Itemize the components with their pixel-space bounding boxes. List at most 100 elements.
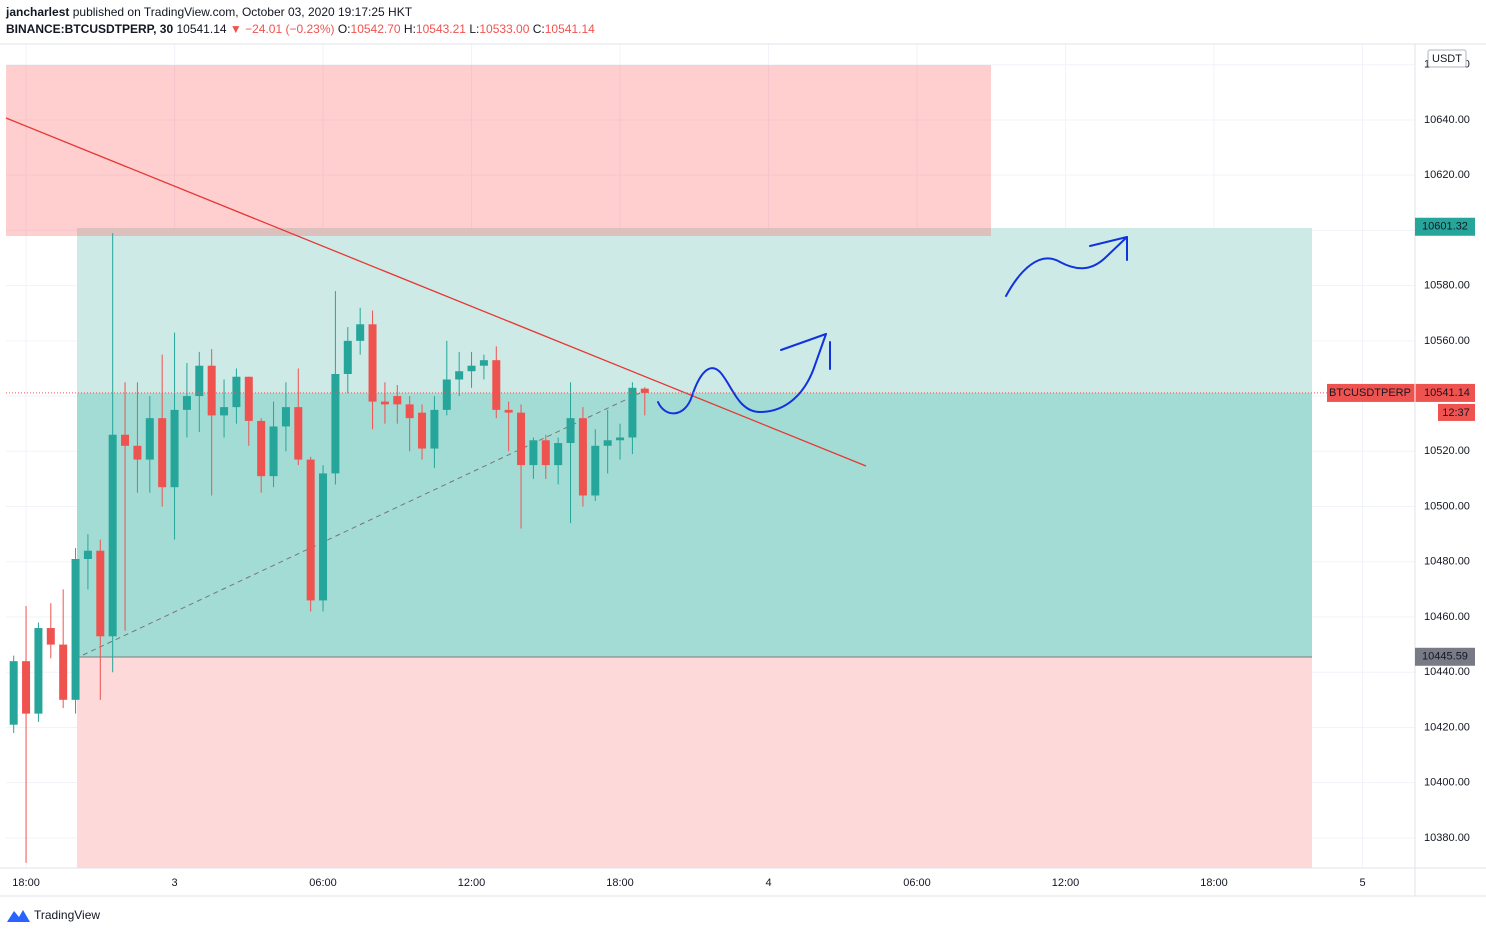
x-tick-label: 18:00 — [606, 877, 634, 889]
candle-body — [269, 426, 278, 477]
candle-body — [232, 376, 241, 408]
candle-body — [554, 443, 563, 466]
candle-body — [158, 418, 167, 488]
last-price-box — [1327, 383, 1475, 402]
stop-zone — [77, 657, 1312, 868]
labels: 18:00 3 06:00 12:00 18:00 4 06:00 12:00 18:00 5 10… — [6, 59, 1475, 889]
symbol: BINANCE:BTCUSDTPERP, 30 — [6, 22, 174, 36]
countdown: 12:37 — [1442, 407, 1470, 419]
target-price: 10601.32 — [1422, 221, 1468, 233]
candle-body — [368, 324, 377, 402]
last-price-symbol: BTCUSDTPERP — [1329, 387, 1411, 399]
candle-body — [207, 365, 216, 416]
candle-body — [9, 661, 18, 725]
candle-body — [83, 550, 92, 559]
candle-body — [504, 409, 513, 413]
sketch-path — [657, 333, 827, 415]
y-tick-label: 10620.00 — [1424, 169, 1470, 181]
y-tick-label: 10580.00 — [1424, 280, 1470, 292]
candle-body — [306, 459, 315, 601]
x-tick-label: 06:00 — [309, 877, 337, 889]
candle-body — [566, 418, 575, 444]
x-tick-label: 18:00 — [1200, 877, 1228, 889]
brand-logo: TradingView — [7, 908, 100, 922]
candle-body — [319, 473, 328, 601]
currency-box — [1427, 49, 1467, 68]
x-tick-label: 18:00 — [12, 877, 40, 889]
x-tick-label: 4 — [765, 877, 771, 889]
ohlc-h-label: H: — [403, 22, 416, 36]
published: published on TradingView.com, October 03… — [72, 5, 413, 19]
candle-body — [281, 407, 290, 427]
y-tick-label: 10520.00 — [1424, 445, 1470, 457]
change: ▼ −24.01 (−0.23%) — [229, 22, 335, 36]
candle-body — [418, 412, 427, 449]
stop-price: 10445.59 — [1422, 651, 1468, 663]
y-tick-label: 10380.00 — [1424, 832, 1470, 844]
candle-body — [442, 379, 451, 410]
candle-body — [578, 418, 587, 496]
y-tick-label: 10640.00 — [1424, 114, 1470, 126]
symbol-line: BINANCE:BTCUSDTPERP, 30 10541.14 ▼ −24.0… — [6, 22, 595, 36]
logo-icon — [7, 910, 30, 922]
ohlc-o-label: O: — [337, 22, 351, 36]
last: 10541.14 — [176, 22, 227, 36]
candle-body — [467, 365, 476, 372]
dashed-trend — [82, 392, 641, 656]
sketch-arrow — [780, 333, 827, 351]
target-price-box — [1415, 217, 1475, 236]
candle-body — [244, 376, 253, 421]
candle-body — [121, 434, 130, 446]
candle-body — [46, 628, 55, 645]
target-zone — [77, 228, 1312, 393]
candle-body — [405, 404, 414, 419]
candle-body — [393, 396, 402, 405]
x-tick-label: 06:00 — [903, 877, 931, 889]
y-tick-label: 10440.00 — [1424, 666, 1470, 678]
candle-body — [294, 407, 303, 460]
candle-body — [170, 409, 179, 488]
candle-body — [108, 434, 117, 637]
ohlc-l-label: L: — [469, 22, 480, 36]
candle-body — [182, 396, 191, 410]
entry-zone — [77, 393, 1312, 657]
currency: USDT — [1432, 53, 1462, 65]
candle-body — [591, 445, 600, 496]
last-price: 10541.14 — [1424, 387, 1470, 399]
axes — [0, 43, 1486, 897]
candle-body — [356, 324, 365, 341]
candle-body — [430, 409, 439, 449]
candle-body — [145, 418, 154, 460]
candle-body — [492, 360, 501, 410]
candle-body — [616, 437, 625, 441]
drawings — [5, 65, 1312, 868]
supply-zone — [6, 65, 991, 236]
sketch-arrow — [1089, 236, 1128, 247]
candle-body — [529, 440, 538, 466]
candle-body — [257, 420, 266, 477]
y-tick-label: 10460.00 — [1424, 611, 1470, 623]
candle-body — [455, 371, 464, 380]
publish-line: jancharlest published on TradingView.com… — [6, 5, 412, 19]
ohlc-h: 10543.21 — [415, 22, 466, 36]
trend-line — [5, 117, 867, 467]
candles — [9, 233, 649, 863]
candle-body — [133, 445, 142, 460]
x-tick-label: 5 — [1359, 877, 1365, 889]
candle-body — [603, 440, 612, 446]
author: jancharlest — [6, 5, 70, 19]
x-tick-label: 3 — [171, 877, 177, 889]
candle-body — [640, 388, 649, 393]
candle-body — [380, 401, 389, 405]
x-tick-label: 12:00 — [1052, 877, 1080, 889]
hand-drawing — [657, 236, 1128, 415]
candle-body — [34, 628, 43, 714]
candle-body — [517, 412, 526, 466]
x-tick-label: 12:00 — [458, 877, 486, 889]
candle-body — [220, 407, 229, 416]
y-tick-label: 10400.00 — [1424, 777, 1470, 789]
candle-body — [628, 387, 637, 438]
ohlc-c: 10541.14 — [544, 22, 595, 36]
